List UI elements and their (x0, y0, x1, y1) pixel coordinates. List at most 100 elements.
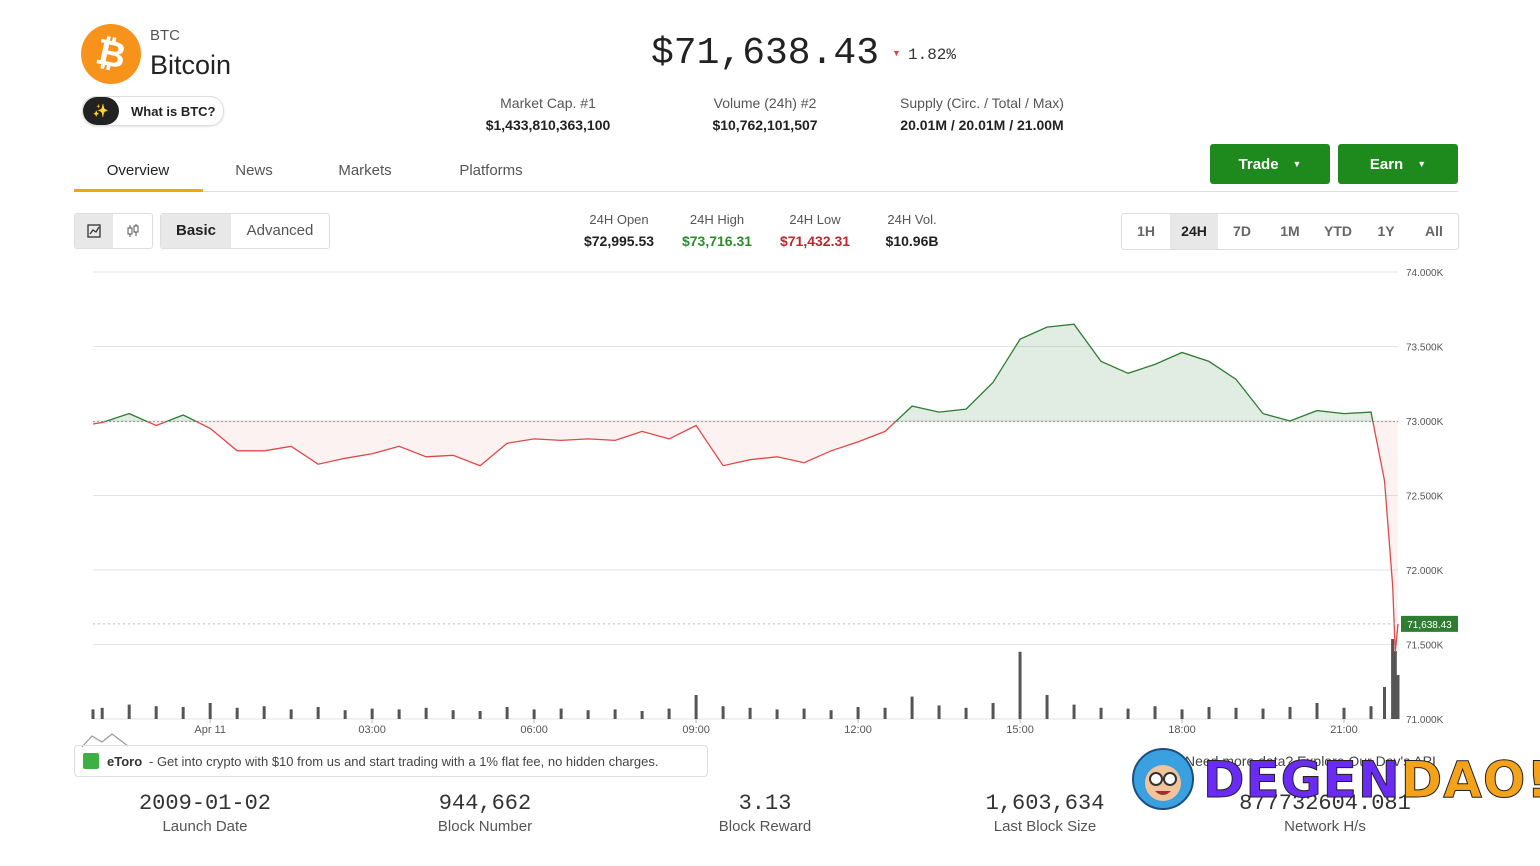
volume-bar (1342, 707, 1346, 719)
volume-bar (424, 707, 428, 719)
volume-bar (937, 705, 941, 719)
caret: ▼ (1292, 159, 1302, 169)
volume-bar (640, 711, 644, 719)
x-tick-label: 15:00 (1006, 724, 1034, 736)
y-tick-label: 74.000K (1406, 268, 1444, 279)
volume-bar (1369, 706, 1373, 719)
y-tick-label: 72.500K (1406, 492, 1444, 503)
day-stat-label: 24H Vol. (887, 212, 937, 227)
volume-bar (910, 696, 914, 719)
volume-bar (1099, 707, 1103, 719)
range-button[interactable]: 1M (1280, 223, 1300, 239)
y-tick-label: 73.000K (1406, 417, 1444, 428)
chart-type-toggle (74, 213, 153, 249)
volume-bar (532, 709, 536, 719)
tab[interactable]: Markets (338, 162, 392, 179)
mode-option[interactable]: Advanced (246, 222, 314, 239)
about-button[interactable]: ✨ What is BTC? (82, 96, 224, 126)
fact-label: Block Reward (718, 818, 812, 835)
volume-bar (694, 695, 698, 719)
volume-bar (289, 709, 293, 719)
fact-value: 3.13 (738, 791, 792, 816)
range-button[interactable]: YTD (1324, 223, 1352, 239)
volume-bar (478, 711, 482, 719)
ad-banner[interactable]: eToro - Get into crypto with $10 from us… (74, 745, 708, 777)
x-tick-label: 06:00 (520, 724, 548, 736)
symbol: BTC (150, 27, 180, 44)
bitcoin-logo: ₿ (81, 24, 141, 84)
volume-bar (1261, 708, 1265, 719)
price-line-up (102, 323, 1374, 422)
watermark-part: DAO! (1400, 751, 1540, 809)
mode-toggle: Basic Advanced (160, 213, 330, 249)
ad-brand: eToro (107, 754, 143, 769)
tab[interactable]: News (235, 162, 273, 179)
trade-button[interactable]: Trade ▼ (1210, 144, 1330, 184)
volume-bar (856, 707, 860, 719)
volume-bar (505, 707, 509, 719)
volume-bar (559, 708, 563, 719)
x-tick-label: 21:00 (1330, 724, 1358, 736)
fact-label: Network H/s (1284, 818, 1366, 835)
stat-label: Volume (24h) #2 (713, 95, 817, 111)
range-button[interactable]: All (1425, 223, 1443, 239)
y-tick-label: 71.000K (1406, 715, 1444, 726)
volume-bar (1383, 687, 1387, 719)
tab[interactable]: Overview (106, 162, 170, 179)
fact-label: Block Number (437, 818, 533, 835)
volume-bar (208, 703, 212, 719)
tab[interactable]: Platforms (459, 162, 523, 179)
ad-text: - Get into crypto with $10 from us and s… (149, 754, 659, 769)
volume-bar (127, 704, 131, 719)
range-button[interactable]: 7D (1233, 223, 1251, 239)
x-tick-label: 12:00 (844, 724, 872, 736)
x-tick-label: Apr 11 (194, 724, 226, 736)
watermark-part: DEGEN (1203, 751, 1401, 809)
volume-bar (154, 706, 158, 719)
volume-bar (316, 707, 320, 719)
volume-bar (721, 706, 725, 719)
volume-bar (775, 709, 779, 719)
volume-bar (397, 709, 401, 719)
volume-bar (100, 707, 104, 719)
day-stat-value: $10.96B (885, 233, 939, 249)
volume-bar (343, 710, 347, 719)
volume-bar (1180, 709, 1184, 719)
y-tick-label: 73.500K (1406, 343, 1444, 354)
range-button[interactable]: 1H (1137, 223, 1155, 239)
volume-bar (1396, 675, 1400, 719)
volume-bar (883, 707, 887, 719)
chart: 71.000K 71.500K 72.000K 72.500K 73.000K 73.50… (91, 268, 1458, 736)
last-value-box (1401, 615, 1458, 632)
volume-bar (1207, 707, 1211, 719)
range-button[interactable]: 24H (1170, 214, 1218, 249)
day-stat-value: $73,716.31 (681, 233, 753, 249)
down-arrow: ▼ (892, 48, 901, 58)
price-line-down (92, 421, 1399, 653)
fact-value: 877732604.081 (1239, 791, 1411, 816)
chart-type-icons[interactable] (75, 214, 152, 248)
day-stat-value: $72,995.53 (583, 233, 655, 249)
api-note[interactable]: Need more data? Explore Our Dev's API (1185, 753, 1436, 769)
volume-bar (451, 710, 455, 719)
volume-bar (748, 707, 752, 719)
volume-bar (1391, 639, 1395, 719)
earn-button[interactable]: Earn ▼ (1338, 144, 1458, 184)
button-text: Earn (1369, 155, 1404, 173)
volume-bar (235, 707, 239, 719)
stat-value: 20.01M / 20.01M / 21.00M (900, 117, 1064, 133)
range-button[interactable]: 1Y (1377, 223, 1395, 239)
coin-name: Bitcoin (150, 50, 232, 80)
volume-bar (613, 709, 617, 719)
volume-bar (1018, 651, 1022, 719)
volume-bar (181, 707, 185, 719)
etoro-icon (83, 753, 99, 769)
stat-value: $10,762,101,507 (712, 117, 818, 133)
area-up (93, 324, 1398, 422)
fact-value: 2009-01-02 (138, 791, 272, 816)
volume-bar (1126, 708, 1130, 719)
mode-option[interactable]: Basic (161, 214, 231, 248)
price: $71,638.43 (650, 32, 880, 75)
watermark-avatar (1132, 748, 1194, 810)
